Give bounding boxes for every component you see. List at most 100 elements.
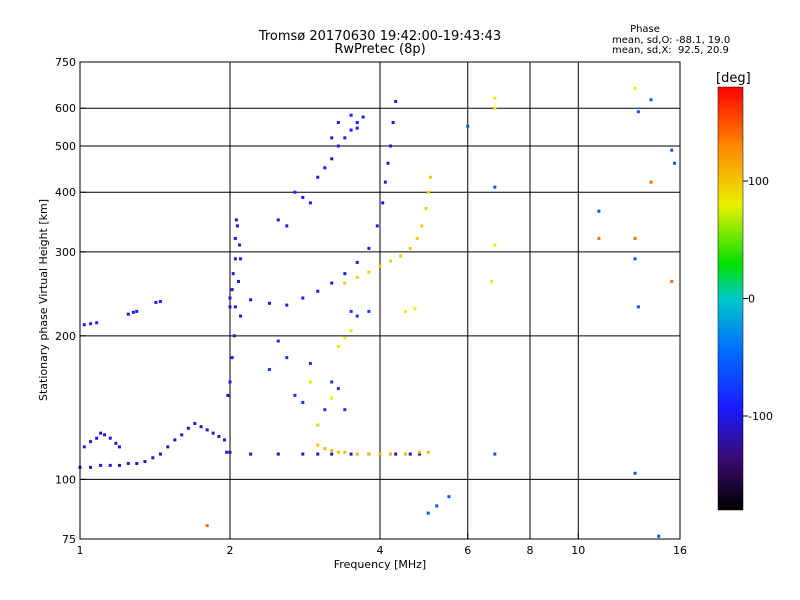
data-point: [211, 431, 215, 435]
y-tick-label: 75: [62, 533, 76, 546]
data-point: [82, 323, 86, 327]
data-point: [330, 136, 334, 140]
x-tick-label: 8: [527, 544, 534, 557]
data-point: [99, 463, 103, 467]
data-point: [231, 272, 235, 276]
data-point: [267, 301, 271, 305]
y-tick-label: 300: [55, 246, 76, 259]
colorbar-tick-label: -100: [748, 410, 773, 423]
data-point: [239, 257, 243, 261]
data-point: [301, 452, 305, 456]
data-point: [394, 99, 398, 103]
data-point: [413, 307, 417, 311]
data-point: [349, 452, 353, 456]
data-point: [186, 426, 190, 430]
colorbar: [717, 86, 744, 511]
colorbar-ticks: 100 0 -100: [743, 175, 773, 423]
data-point: [336, 144, 340, 148]
data-point: [89, 440, 93, 444]
data-point: [158, 452, 162, 456]
data-point: [285, 303, 289, 307]
data-point: [323, 408, 327, 412]
data-point: [415, 236, 419, 240]
x-tick-label: 16: [673, 544, 687, 557]
data-point: [108, 463, 112, 467]
data-point: [126, 312, 130, 316]
data-point: [493, 243, 497, 247]
data-point: [403, 452, 407, 456]
data-point: [426, 190, 430, 194]
data-point: [597, 209, 601, 213]
data-point: [378, 452, 382, 456]
data-point: [435, 504, 439, 508]
stats-line-o: mean, sd,O: -88.1, 19.0: [612, 35, 730, 46]
colorbar-label: [deg]: [716, 71, 751, 86]
data-point: [308, 361, 312, 365]
data-point: [381, 201, 385, 205]
y-axis-label: Stationary phase Virtual Height [km]: [37, 199, 50, 401]
y-tick-label: 750: [55, 56, 76, 69]
data-point: [349, 128, 353, 132]
data-point: [649, 180, 653, 184]
data-point: [316, 423, 320, 427]
data-point: [308, 380, 312, 384]
data-point: [166, 445, 170, 449]
data-point: [276, 452, 280, 456]
x-tick-label: 6: [464, 544, 471, 557]
data-point: [367, 452, 371, 456]
data-point: [323, 447, 327, 451]
data-point: [343, 281, 347, 285]
data-point: [670, 279, 674, 283]
data-point: [99, 431, 103, 435]
data-point: [389, 144, 393, 148]
data-point: [367, 246, 371, 250]
data-point: [657, 534, 661, 538]
data-point: [355, 276, 359, 280]
data-point: [361, 115, 365, 119]
data-point: [301, 195, 305, 199]
data-point: [117, 463, 121, 467]
data-point: [228, 296, 232, 300]
data-point: [316, 289, 320, 293]
data-point: [230, 288, 234, 292]
data-point: [355, 452, 359, 456]
data-point: [249, 298, 253, 302]
data-point: [193, 421, 197, 425]
data-point: [386, 161, 390, 165]
data-point: [394, 452, 398, 456]
data-point: [285, 224, 289, 228]
data-point: [233, 257, 237, 261]
data-point: [493, 185, 497, 189]
data-point: [349, 329, 353, 333]
data-point: [236, 279, 240, 283]
data-point: [408, 246, 412, 250]
data-point: [490, 279, 494, 283]
data-point: [355, 314, 359, 318]
y-tick-label: 400: [55, 186, 76, 199]
data-point: [670, 148, 674, 152]
data-point: [330, 452, 334, 456]
data-point: [95, 321, 99, 325]
data-point: [367, 309, 371, 313]
data-point: [493, 96, 497, 100]
data-point: [403, 309, 407, 313]
data-point: [158, 300, 162, 304]
data-point: [228, 450, 232, 454]
data-point: [399, 254, 403, 258]
y-tick-label: 100: [55, 473, 76, 486]
data-point: [367, 270, 371, 274]
data-point: [228, 305, 232, 309]
colorbar-tick-label: 100: [748, 175, 769, 188]
colorbar-tick-label: 0: [748, 293, 755, 306]
data-point: [180, 433, 184, 437]
data-point: [330, 380, 334, 384]
y-tick-label: 500: [55, 140, 76, 153]
data-point: [267, 367, 271, 371]
data-point: [343, 272, 347, 276]
data-point: [95, 436, 99, 440]
data-point: [285, 356, 289, 360]
data-point: [336, 387, 340, 391]
data-point: [391, 121, 395, 125]
data-point: [151, 456, 155, 460]
